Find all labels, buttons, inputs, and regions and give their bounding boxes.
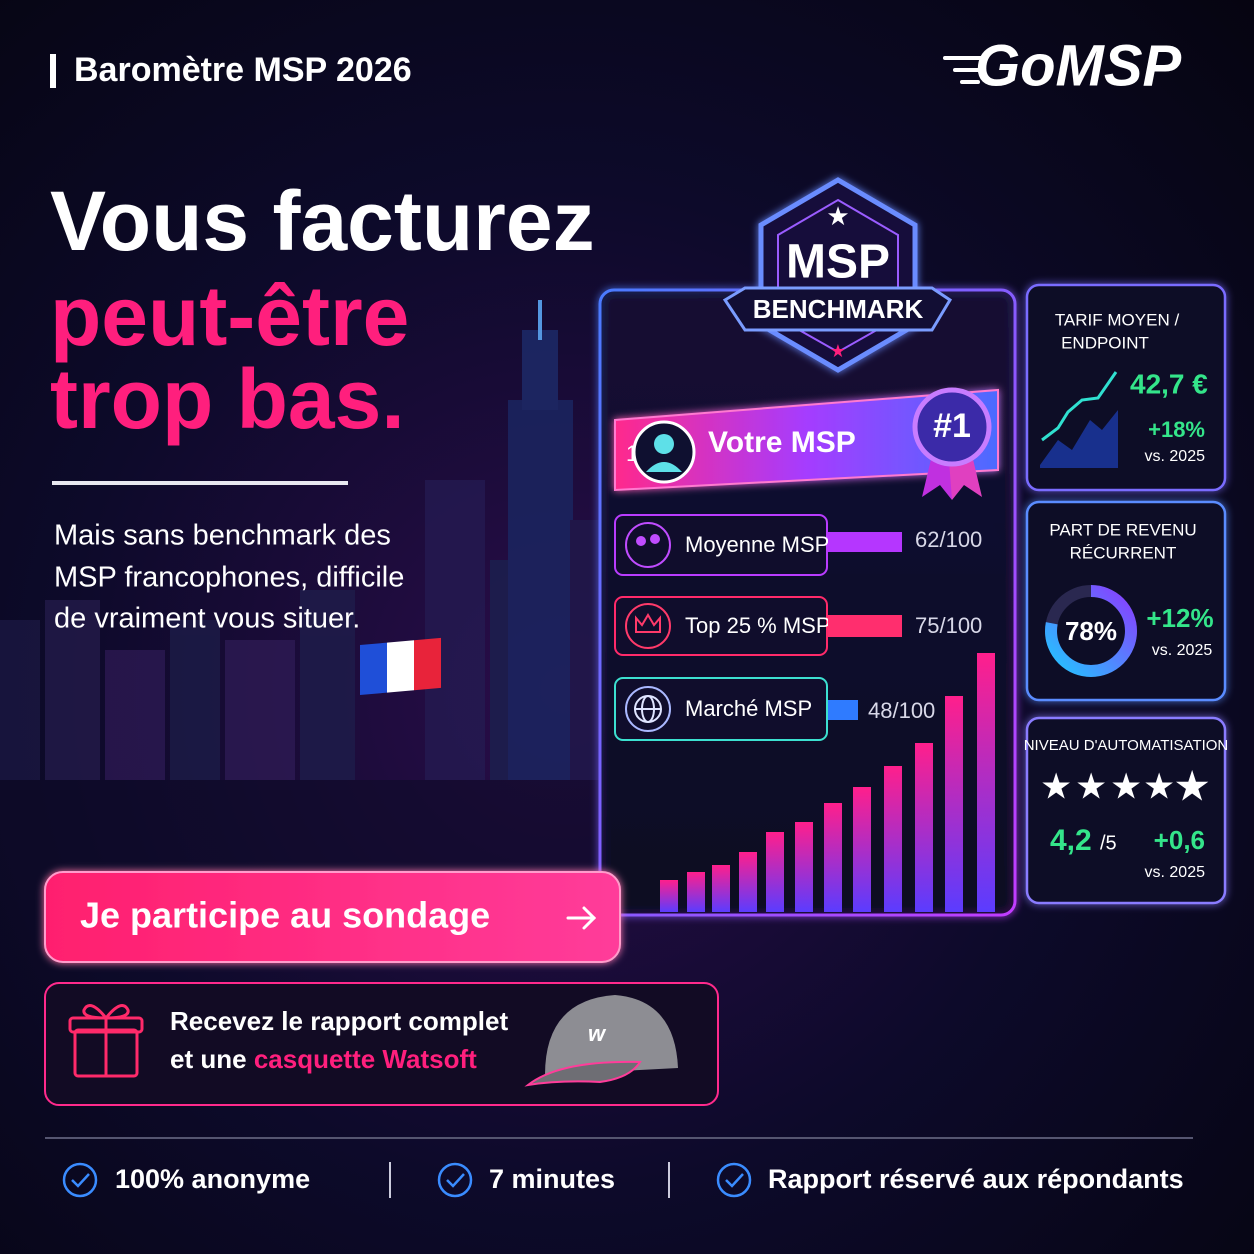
gift-highlight: casquette Watsoft — [254, 1044, 477, 1074]
flag — [360, 637, 441, 695]
svg-text:★: ★ — [830, 341, 846, 361]
row-label: Top 25 % MSP — [685, 613, 831, 638]
check-icons — [62, 1162, 752, 1198]
cap: w — [524, 995, 678, 1087]
card-title: PART DE REVENU — [1049, 520, 1196, 539]
avatar — [632, 420, 696, 484]
row-label: Marché MSP — [685, 696, 812, 721]
row-bar — [828, 700, 858, 720]
rank-name: Votre MSP — [708, 426, 856, 459]
trend-chart — [1040, 371, 1118, 468]
row-score: 62/100 — [915, 527, 982, 552]
gift-text: et une — [170, 1044, 247, 1074]
svg-text:★: ★ — [1110, 766, 1142, 807]
tag: Baromètre MSP 2026 — [74, 51, 412, 89]
medal — [912, 387, 992, 500]
footer-item: 7 minutes — [489, 1164, 615, 1194]
cta-label[interactable]: Je participe au sondage — [80, 895, 490, 936]
footer-item: 100% anonyme — [115, 1164, 310, 1194]
card-title: TARIF MOYEN / — [1055, 310, 1180, 329]
subtext: de vraiment vous situer. — [54, 603, 360, 635]
headline: trop bas. — [50, 352, 405, 446]
svg-text:★: ★ — [1040, 766, 1072, 807]
svg-text:★: ★ — [1176, 766, 1208, 807]
row-bar — [828, 615, 902, 637]
svg-text:★: ★ — [826, 201, 849, 231]
card-note: vs. 2025 — [1145, 864, 1206, 881]
medal-label: #1 — [933, 407, 971, 445]
footer-divider — [45, 1137, 1193, 1139]
card-change: +0,6 — [1154, 825, 1205, 855]
row-icons — [625, 522, 671, 732]
subtext: MSP francophones, difficile — [54, 562, 404, 594]
stat-cards — [1025, 283, 1227, 905]
card-value: 78% — [1065, 616, 1117, 646]
svg-text:w: w — [588, 1021, 607, 1046]
logo: GoMSP — [975, 33, 1182, 98]
subtext: Mais sans benchmark des — [54, 520, 391, 552]
growth-bars — [660, 653, 995, 912]
cta-arrow[interactable] — [566, 906, 597, 930]
card-note: vs. 2025 — [1152, 642, 1213, 659]
card-change: +12% — [1146, 603, 1213, 633]
rank-bar — [614, 388, 999, 492]
card-change: +18% — [1148, 417, 1205, 442]
row-label: Moyenne MSP — [685, 532, 829, 557]
card-value: 42,7 € — [1130, 368, 1208, 399]
card-title: RÉCURRENT — [1070, 543, 1177, 562]
badge-subtitle: BENCHMARK — [753, 294, 924, 324]
stars: ★ ★ ★ ★ ★ — [1040, 765, 1209, 808]
svg-text:★: ★ — [1075, 766, 1107, 807]
headline: Vous facturez — [50, 174, 595, 268]
gift-text: et une casquette Watsoft — [170, 1044, 477, 1074]
card-title: NIVEAU D'AUTOMATISATION — [1024, 737, 1229, 754]
donut — [1045, 585, 1137, 677]
logo-lines — [943, 56, 987, 84]
footer-item: Rapport réservé aux répondants — [768, 1164, 1184, 1194]
row-bar — [828, 532, 902, 552]
footer-separators — [389, 1162, 670, 1198]
tag-marker — [50, 54, 56, 88]
gift-text: Recevez le rapport complet — [170, 1006, 508, 1036]
badge: ★ ★ — [722, 177, 953, 373]
card-value: 4,2 — [1050, 824, 1092, 857]
cta-button[interactable] — [44, 871, 621, 963]
card-note: vs. 2025 — [1145, 448, 1206, 465]
card-scale: /5 — [1100, 832, 1117, 854]
headline: peut-être — [50, 269, 409, 363]
row-score: 75/100 — [915, 613, 982, 638]
row-boxes — [614, 514, 828, 741]
row-score: 48/100 — [868, 698, 935, 723]
svg-text:★: ★ — [1143, 766, 1175, 807]
card-title: ENDPOINT — [1061, 333, 1149, 352]
skyline — [0, 300, 605, 900]
badge-title: MSP — [786, 236, 890, 289]
gift-icon — [68, 1004, 144, 1078]
divider — [52, 481, 348, 485]
